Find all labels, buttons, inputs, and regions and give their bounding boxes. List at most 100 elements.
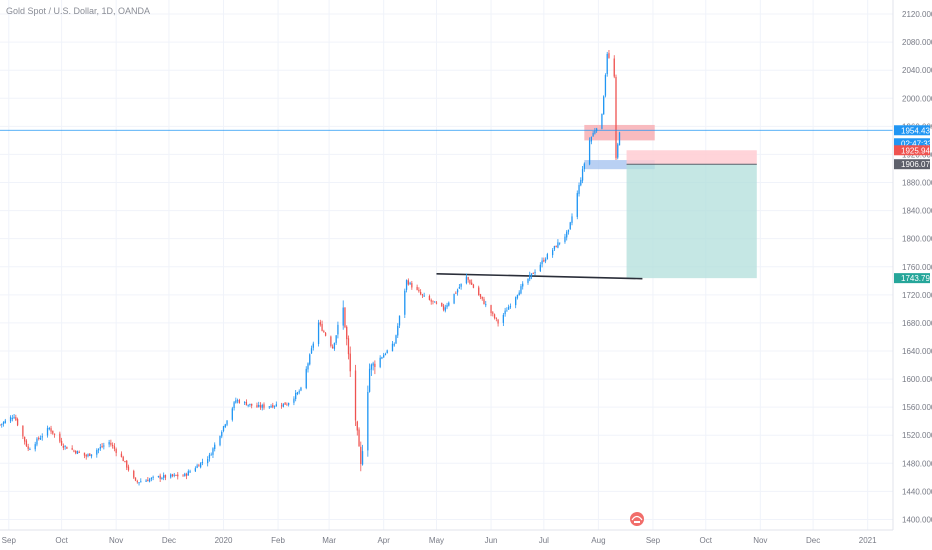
candle-body (567, 229, 570, 232)
candle-body (603, 96, 605, 115)
candle-body (238, 400, 241, 403)
candle-body (296, 392, 299, 394)
stop-price-tag-bg (894, 145, 930, 156)
candles (0, 49, 621, 486)
candle-body (381, 357, 383, 359)
candle-body (52, 430, 54, 434)
candle-body (319, 322, 321, 325)
candle-body (310, 348, 313, 354)
candle-body (261, 404, 263, 408)
candle-body (59, 433, 61, 442)
candle-body (522, 283, 524, 287)
x-tick-label: Dec (162, 536, 176, 545)
x-tick-label: Jun (485, 536, 498, 545)
candle-body (173, 474, 175, 476)
candle-body (231, 408, 233, 420)
y-tick-label: 1600.000 (902, 375, 932, 384)
candle-body (485, 304, 487, 306)
candle-body (219, 435, 221, 446)
candle-body (1, 423, 3, 425)
candle-body (356, 421, 358, 431)
candle-body (564, 236, 566, 242)
x-tick-label: May (429, 536, 444, 545)
candle-body (590, 136, 593, 142)
candle-body (361, 451, 364, 465)
candle-body (330, 336, 332, 346)
candle-body (113, 446, 116, 449)
candle-body (259, 405, 262, 408)
candle-body (379, 357, 381, 367)
candle-body (161, 478, 163, 480)
chart-title: Gold Spot / U.S. Dollar, 1D, OANDA (6, 6, 151, 16)
candle-body (101, 445, 103, 447)
candle-body (456, 289, 459, 293)
candle-body (613, 58, 615, 77)
stop-price-tag: 1925.944 (901, 146, 932, 155)
candle-body (520, 286, 522, 294)
candle-body (333, 342, 336, 349)
candle-body (448, 302, 450, 306)
candle-body (46, 428, 49, 436)
candle-body (434, 301, 436, 303)
candle-body (569, 222, 571, 230)
candle-body (41, 436, 43, 438)
candle-body (368, 368, 371, 392)
candle-body (258, 404, 260, 407)
candle-body (432, 300, 434, 302)
candle-body (409, 282, 411, 285)
candle-body (96, 450, 98, 455)
candle-body (324, 332, 327, 336)
candle-body (268, 406, 270, 408)
candle-body (321, 323, 323, 331)
x-tick-label: Mar (322, 536, 336, 545)
candle-body (428, 296, 431, 300)
candle-body (384, 353, 387, 355)
candle-body (395, 335, 397, 344)
candle-body (557, 242, 559, 248)
candle-body (606, 53, 608, 75)
y-tick-label: 2120.000 (902, 10, 932, 19)
candle-body (300, 387, 302, 391)
candle-body (171, 474, 174, 476)
candle-body (411, 283, 413, 288)
candle-body (157, 476, 160, 478)
candle-body (273, 406, 276, 408)
candle-body (90, 454, 93, 457)
drawing-layer[interactable] (436, 124, 757, 280)
take-profit-zone (626, 164, 757, 279)
candle-body (199, 462, 202, 468)
candle-body (177, 474, 179, 477)
candle-body (541, 260, 543, 265)
candle-body (272, 404, 274, 408)
candle-body (194, 468, 197, 472)
candle-body (0, 424, 1, 426)
candle-body (407, 280, 409, 285)
candle-body (502, 314, 505, 323)
candle-body (16, 419, 19, 426)
candle-body (189, 471, 191, 473)
candle-body (38, 437, 40, 439)
candle-body (465, 276, 468, 284)
candle-body (386, 350, 388, 354)
x-tick-label: Apr (377, 536, 390, 545)
candle-body (393, 344, 395, 346)
candle-body (594, 130, 596, 134)
y-tick-label: 2000.000 (902, 94, 932, 103)
candle-body (581, 169, 584, 181)
candle-body (469, 280, 471, 284)
candle-body (354, 370, 357, 421)
logo-circle (630, 512, 644, 526)
y-tick-label: 1440.000 (902, 487, 932, 496)
candle-body (347, 338, 350, 355)
candle-body (251, 403, 253, 406)
candle-body (455, 292, 457, 294)
candle-body (335, 335, 337, 343)
candle-body (544, 259, 547, 262)
candle-body (124, 461, 126, 463)
candle-body (604, 75, 607, 96)
candle-body (566, 231, 568, 238)
candle-body (506, 310, 508, 312)
candle-body (546, 254, 549, 260)
